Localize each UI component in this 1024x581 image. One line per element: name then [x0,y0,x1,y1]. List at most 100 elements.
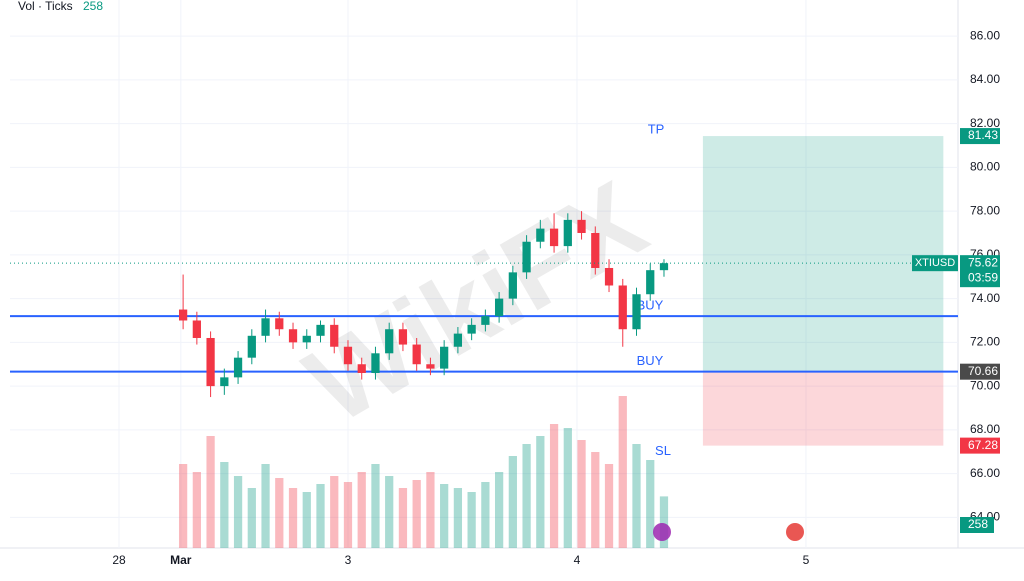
volume-bar [398,488,408,548]
price-tag-label: 70.66 [968,364,998,378]
y-tick-label: 78.00 [970,203,1000,217]
volume-bar [536,436,545,548]
x-tick-label: 4 [574,553,581,567]
candle-body [357,364,366,373]
price-tag [960,128,1000,145]
candle-body [302,335,311,343]
volume-bar [220,462,229,548]
volume-tag-label: 258 [968,517,988,531]
candle-body [247,335,256,358]
volume-bar [659,496,669,548]
price-tag [960,255,1000,288]
volume-bar [549,424,559,548]
candle-body [261,318,270,336]
candle-body [330,324,339,347]
candle-body [275,318,284,330]
candle-body [192,320,201,338]
candle-body [549,228,559,247]
candle-body [659,263,669,271]
volume-bar [646,460,655,548]
candle-body [371,353,380,373]
volume-bar [178,464,188,548]
candle-body [398,329,408,345]
volume-bar [577,440,586,548]
volume-bar [357,472,366,548]
y-tick-label: 72.00 [970,335,1000,349]
candle-body [508,272,517,299]
watermark: WikiFX [287,158,665,447]
countdown-label: 03:59 [968,270,998,284]
volume-bar [632,444,641,548]
candle-body [233,357,243,378]
candle-body [412,344,421,365]
candle-body [343,346,353,365]
volume-bar [275,478,284,548]
volume-bar [618,396,627,548]
volume-bar [330,476,339,548]
volume-bar [426,472,435,548]
tp-label: TP [648,122,665,137]
event-icon [786,523,804,541]
volume-bar [440,484,449,548]
take-profit-zone [702,136,944,372]
candle-body [577,219,586,233]
y-tick-label: 70.00 [970,378,1000,392]
volume-bar [192,472,201,548]
volume-bar [563,428,572,548]
x-tick-label: 3 [345,553,352,567]
candle-body [426,364,435,369]
volume-bar [316,484,325,548]
volume-bar [371,464,380,548]
price-tag-label: 81.43 [968,128,998,142]
candle-body [467,324,476,334]
y-tick-label: 80.00 [970,160,1000,174]
volume-bar [385,476,394,548]
volume-bar [343,482,353,548]
candle-body [536,228,545,242]
candle-body [494,298,504,317]
stop-loss-zone [702,371,944,446]
candle-body [453,333,463,347]
y-tick-label: 66.00 [970,466,1000,480]
volume-bar [233,476,243,548]
volume-bar [288,488,298,548]
candle-body [206,337,215,387]
y-tick-label: 82.00 [970,116,1000,130]
last-price-label: 75.62 [968,255,998,269]
candle-body [632,294,641,330]
volume-bar [522,444,531,548]
candle-body [481,316,490,325]
candle-body [316,324,325,336]
volume-bar [604,464,614,548]
symbol-tag [912,255,958,272]
volume-bar [247,488,256,548]
volume-bar [453,488,463,548]
candle-body [288,329,298,343]
grid [10,0,958,548]
candle-body [604,267,614,286]
price-tag-label: 67.28 [968,438,998,452]
volume-title: Vol · Ticks [18,0,73,13]
sl-label: SL [655,443,671,458]
y-tick-label: 68.00 [970,422,1000,436]
volume-bar [494,472,504,548]
level-label: BUY [637,298,664,313]
volume-bar [302,492,311,548]
price-tag [960,437,1000,454]
volume-bar [481,482,490,548]
level-label: BUY [637,353,664,368]
x-tick-label: Mar [170,553,192,567]
symbol-label: XTIUSD [915,257,955,269]
price-tag [960,363,1000,380]
candle-body [385,329,394,354]
x-tick-label: 5 [803,553,810,567]
y-tick-label: 84.00 [970,72,1000,86]
x-tick-label: 28 [112,553,126,567]
y-tick-label: 74.00 [970,291,1000,305]
volume-bar [261,464,270,548]
candle-body [563,219,572,247]
volume-bar [206,436,215,548]
candle-body [646,270,655,295]
y-tick-label: 86.00 [970,28,1000,42]
